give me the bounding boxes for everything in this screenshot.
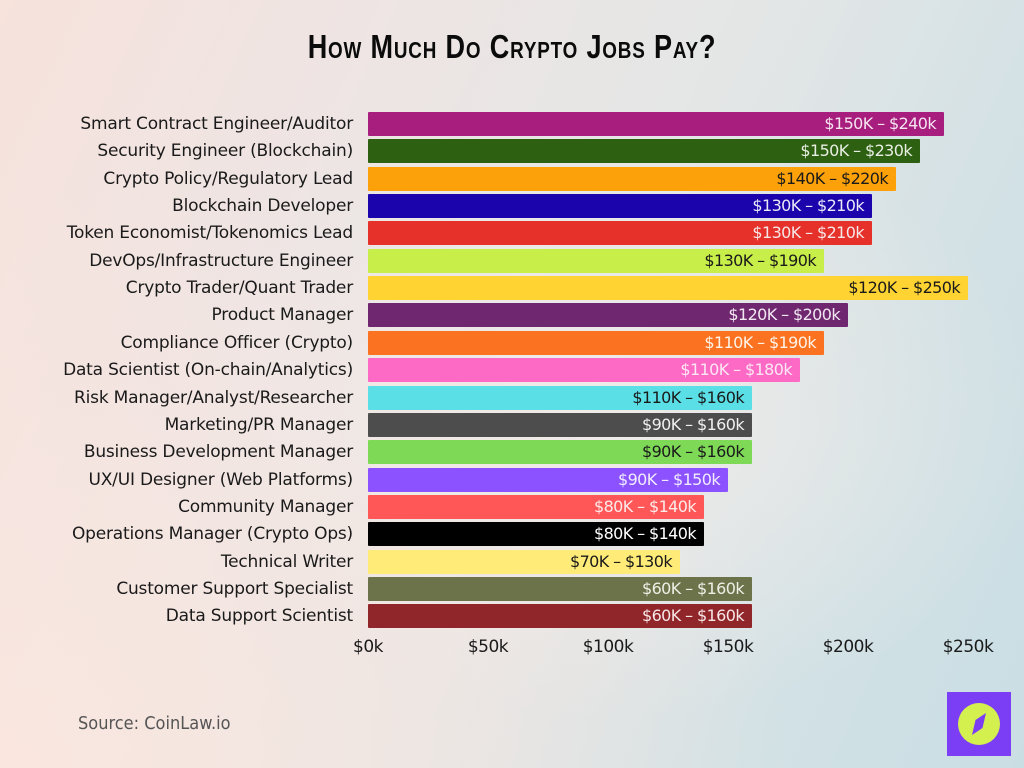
bar-row: Blockchain Developer $130K – $210k	[0, 194, 1024, 219]
salary-bar: $140K – $220k	[368, 166, 896, 191]
salary-bar: $90K – $160k	[368, 440, 752, 465]
salary-range-label: $120K – $250k	[848, 278, 960, 298]
category-label: Community Manager	[178, 496, 353, 517]
category-label: Token Economist/Tokenomics Lead	[66, 223, 353, 244]
salary-range-label: $70K – $130k	[570, 551, 673, 571]
category-label: Risk Manager/Analyst/Researcher	[74, 387, 353, 408]
salary-range-label: $130K – $210k	[752, 196, 864, 216]
salary-range-label: $150K – $240k	[824, 114, 936, 133]
salary-bar: $110K – $160k	[368, 385, 752, 410]
salary-bar: $130K – $210k	[368, 194, 872, 219]
bar-row: Marketing/PR Manager $90K – $160k	[0, 412, 1024, 437]
x-axis-tick: $100k	[582, 637, 634, 657]
salary-range-label: $110K – $180k	[680, 360, 792, 380]
salary-range-label: $140K – $220k	[776, 168, 888, 188]
brand-logo	[947, 692, 1011, 756]
category-label: Data Support Scientist	[165, 606, 353, 627]
category-label: Smart Contract Engineer/Auditor	[80, 114, 353, 134]
bar-row: UX/UI Designer (Web Platforms) $90K – $15…	[0, 467, 1024, 492]
bar-chart: Smart Contract Engineer/Auditor $150K – $…	[0, 112, 1024, 657]
salary-range-label: $130K – $210k	[752, 223, 864, 243]
category-label: Technical Writer	[220, 551, 353, 572]
salary-bar: $70K – $130k	[368, 549, 680, 574]
salary-bar: $80K – $140k	[368, 522, 704, 547]
category-label: UX/UI Designer (Web Platforms)	[88, 469, 353, 490]
category-label: Operations Manager (Crypto Ops)	[71, 524, 353, 545]
compass-icon	[958, 703, 1000, 745]
category-label: Marketing/PR Manager	[164, 414, 354, 435]
bar-row: Technical Writer $70K – $130k	[0, 549, 1024, 574]
salary-range-label: $60K – $160k	[642, 606, 745, 626]
salary-bar: $90K – $160k	[368, 412, 752, 437]
x-axis-tick: $200k	[822, 637, 874, 657]
salary-range-label: $90K – $160k	[642, 414, 745, 434]
source-credit: Source: CoinLaw.io	[78, 713, 231, 734]
salary-bar: $130K – $190k	[368, 248, 824, 273]
salary-range-label: $60K – $160k	[642, 578, 745, 598]
bar-row: Crypto Trader/Quant Trader $120K – $250k	[0, 276, 1024, 301]
chart-title: How Much Do Crypto Jobs Pay?	[307, 28, 717, 65]
category-label: Business Development Manager	[83, 442, 353, 463]
bar-row: Data Support Scientist $60K – $160k	[0, 604, 1024, 629]
category-label: DevOps/Infrastructure Engineer	[89, 250, 353, 271]
salary-bar: $80K – $140k	[368, 494, 704, 519]
salary-bar: $90K – $150k	[368, 467, 728, 492]
salary-range-label: $110K – $190k	[704, 332, 816, 352]
bar-row: Operations Manager (Crypto Ops) $80K – $1…	[0, 522, 1024, 547]
category-label: Compliance Officer (Crypto)	[120, 332, 354, 353]
category-label: Crypto Trader/Quant Trader	[125, 278, 353, 299]
bar-row: Crypto Policy/Regulatory Lead $140K – $22…	[0, 166, 1024, 191]
salary-range-label: $130K – $190k	[704, 250, 816, 270]
category-label: Blockchain Developer	[172, 196, 353, 217]
salary-bar: $130K – $210k	[368, 221, 872, 246]
category-label: Data Scientist (On-chain/Analytics)	[63, 360, 353, 381]
salary-bar: $60K – $160k	[368, 576, 752, 601]
salary-range-label: $90K – $150k	[618, 469, 721, 489]
salary-range-label: $120K – $200k	[728, 305, 840, 325]
salary-bar: $110K – $180k	[368, 358, 800, 383]
salary-range-label: $80K – $140k	[594, 524, 697, 544]
x-axis-tick: $0k	[353, 637, 383, 657]
bar-row: Compliance Officer (Crypto) $110K – $190k	[0, 330, 1024, 355]
salary-range-label: $110K – $160k	[632, 387, 744, 407]
bar-row: Token Economist/Tokenomics Lead $130K – $…	[0, 221, 1024, 246]
salary-range-label: $90K – $160k	[642, 442, 745, 462]
salary-bar: $150K – $230k	[368, 139, 920, 164]
category-label: Product Manager	[211, 305, 354, 326]
salary-bar: $120K – $250k	[368, 276, 968, 301]
salary-bar: $60K – $160k	[368, 604, 752, 629]
bar-row: Community Manager $80K – $140k	[0, 494, 1024, 519]
bar-row: Customer Support Specialist $60K – $160k	[0, 576, 1024, 601]
category-label: Customer Support Specialist	[116, 578, 353, 599]
x-axis-tick: $250k	[942, 637, 994, 657]
bar-row: Data Scientist (On-chain/Analytics) $110K…	[0, 358, 1024, 383]
bar-row: Product Manager $120K – $200k	[0, 303, 1024, 328]
x-axis-tick: $150k	[702, 637, 754, 657]
bar-row: Business Development Manager $90K – $160k	[0, 440, 1024, 465]
salary-bar: $120K – $200k	[368, 303, 848, 328]
x-axis-tick: $50k	[467, 637, 509, 657]
salary-bar: $150K – $240k	[368, 112, 944, 136]
bar-row: Risk Manager/Analyst/Researcher $110K – $…	[0, 385, 1024, 410]
salary-range-label: $150K – $230k	[800, 141, 912, 161]
bar-row: DevOps/Infrastructure Engineer $130K – $1…	[0, 248, 1024, 273]
category-label: Security Engineer (Blockchain)	[97, 141, 353, 162]
salary-bar: $110K – $190k	[368, 330, 824, 355]
bar-row: Smart Contract Engineer/Auditor $150K – $…	[0, 112, 1024, 136]
bar-row: Security Engineer (Blockchain) $150K – $2…	[0, 139, 1024, 164]
category-label: Crypto Policy/Regulatory Lead	[103, 168, 353, 189]
salary-range-label: $80K – $140k	[594, 496, 697, 516]
